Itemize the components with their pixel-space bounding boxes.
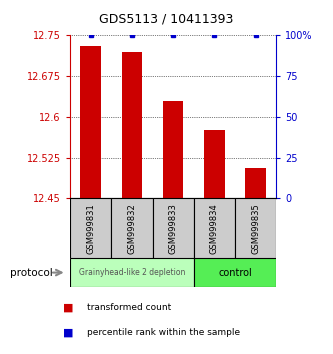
Bar [122,52,142,198]
Bar [80,46,101,198]
Text: GSM999831: GSM999831 [86,203,95,254]
Text: ■: ■ [63,328,74,338]
Bar [111,198,153,258]
Text: ■: ■ [63,303,74,313]
Text: protocol: protocol [10,268,53,278]
Text: GSM999835: GSM999835 [251,203,260,254]
Text: transformed count: transformed count [87,303,171,313]
Bar [194,198,235,258]
Text: Grainyhead-like 2 depletion: Grainyhead-like 2 depletion [79,268,185,277]
Text: percentile rank within the sample: percentile rank within the sample [87,328,240,337]
Bar [204,130,225,198]
Text: control: control [218,268,252,278]
Bar [153,198,194,258]
Bar [194,258,276,287]
Bar [70,258,194,287]
Bar [245,169,266,198]
Text: GSM999833: GSM999833 [168,203,178,254]
Bar [70,198,111,258]
Bar [163,101,183,198]
Bar [235,198,276,258]
Text: GSM999834: GSM999834 [210,203,219,254]
Text: GDS5113 / 10411393: GDS5113 / 10411393 [99,12,234,25]
Text: GSM999832: GSM999832 [127,203,137,254]
